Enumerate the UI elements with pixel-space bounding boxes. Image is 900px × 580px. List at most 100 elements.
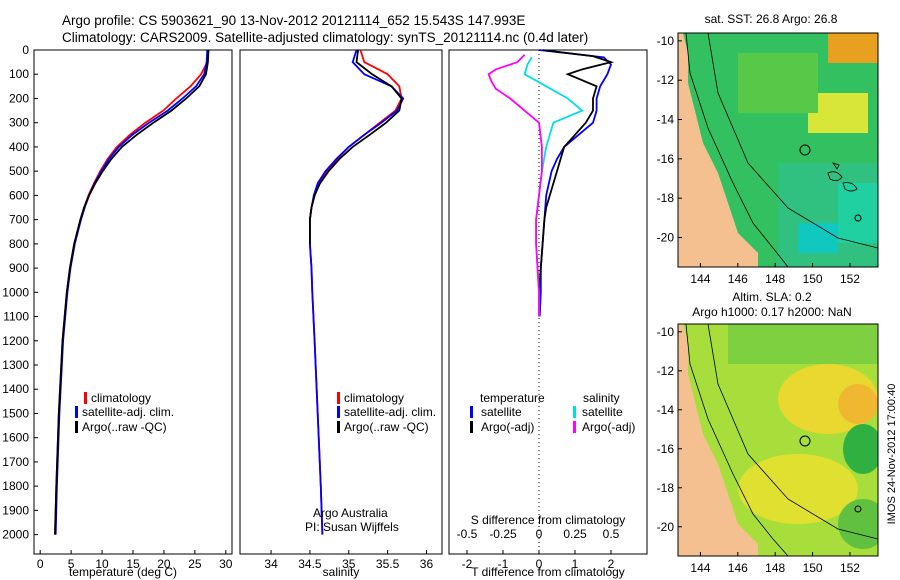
x-tick-label: 10 <box>95 557 109 571</box>
x-tick-label: 36 <box>420 557 434 571</box>
salinity-legend-climatology: climatology <box>344 391 404 405</box>
legend-swatch-climatology <box>337 392 340 404</box>
x-tick-label: 15 <box>126 557 140 571</box>
y-tick-label: 100 <box>9 67 29 81</box>
x2-tick-label: -0.25 <box>489 527 517 541</box>
y-tick-label: 900 <box>9 261 29 275</box>
x-tick-label: 2 <box>608 557 615 571</box>
lat-tick-label: -10 <box>657 325 675 339</box>
annotation-pi: PI: Susan Wijffels <box>305 520 399 534</box>
legend-swatch-t-argo <box>470 421 473 433</box>
legend-t-satellite: satellite <box>481 405 522 419</box>
x2-tick-label: 0.25 <box>563 527 587 541</box>
y-tick-label: 1300 <box>2 358 29 372</box>
x-tick-label: 0 <box>37 557 44 571</box>
lat-tick-label: -16 <box>657 152 675 166</box>
temperature-legend-climatology: climatology <box>91 391 151 405</box>
x2-tick-label: 0.5 <box>603 527 620 541</box>
y-tick-label: 1200 <box>2 334 29 348</box>
y-tick-label: 1900 <box>2 503 29 517</box>
lon-tick-label: 148 <box>765 561 785 575</box>
y-tick-label: 500 <box>9 164 29 178</box>
x-tick-label: 34.5 <box>298 557 322 571</box>
x-tick-label: 5 <box>68 557 75 571</box>
lon-tick-label: 144 <box>690 272 710 286</box>
x-tick-label: 1 <box>572 557 579 571</box>
legend-s-satellite: satellite <box>582 405 623 419</box>
legend-swatch-climatology <box>84 392 87 404</box>
y-tick-label: 1500 <box>2 406 29 420</box>
y-tick-label: 300 <box>9 116 29 130</box>
salinity-legend: climatology satellite-adj. clim. Argo(..… <box>337 391 436 434</box>
y-tick-label: 600 <box>9 188 29 202</box>
x-tick-label: 20 <box>157 557 171 571</box>
annotation-argo-australia: Argo Australia <box>313 506 388 520</box>
x-tick-label: 30 <box>219 557 233 571</box>
lat-tick-label: -20 <box>657 520 675 534</box>
sla-map-image <box>678 324 878 556</box>
lon-tick-label: 146 <box>728 272 748 286</box>
x-tick-label: -1 <box>498 557 509 571</box>
legend-s-argo: Argo(-adj) <box>582 420 635 434</box>
y-tick-label: 200 <box>9 91 29 105</box>
y-tick-label: 1800 <box>2 479 29 493</box>
salinity-legend-argo: Argo(..raw -QC) <box>344 420 429 434</box>
y-tick-label: 800 <box>9 237 29 251</box>
y-tick-label: 1700 <box>2 455 29 469</box>
lat-tick-label: -14 <box>657 403 675 417</box>
salinity-axes <box>239 49 443 555</box>
lon-tick-label: 152 <box>840 561 860 575</box>
y-tick-label: 400 <box>9 140 29 154</box>
legend-title-salinity: salinity <box>583 391 620 405</box>
lat-tick-label: -12 <box>657 73 675 87</box>
lat-tick-label: -18 <box>657 191 675 205</box>
legend-swatch-argo <box>337 421 340 433</box>
sst-map-image <box>678 33 878 267</box>
x-tick-label: 0 <box>536 557 543 571</box>
header-line-1: Argo profile: CS 5903621_90 13-Nov-2012 … <box>62 13 526 28</box>
header-line-2: Climatology: CARS2009. Satellite-adjuste… <box>62 30 589 45</box>
sla-map: Altim. SLA: 0.2 Argo h1000: 0.17 h2000: … <box>657 290 879 575</box>
x-tick-label: 35 <box>342 557 356 571</box>
series-line-argo-raw-qc- <box>54 49 210 535</box>
legend-swatch-t-satellite <box>470 406 473 418</box>
sla-map-title-2: Argo h1000: 0.17 h2000: NaN <box>692 305 851 319</box>
y-tick-label: 2000 <box>2 528 29 542</box>
salinity-xlabel: salinity <box>323 565 360 579</box>
x-tick-label: 25 <box>188 557 202 571</box>
sst-map: sat. SST: 26.8 Argo: 26.8 -10 -12 -14 -16 -1… <box>657 12 879 286</box>
lat-tick-label: -14 <box>657 113 675 127</box>
salinity-panel: 34 34.5 35 35.5 36 salinity climatology sate… <box>239 49 443 579</box>
y-tick-label: 1000 <box>2 285 29 299</box>
y-tick-label: 1100 <box>3 310 29 324</box>
y-tick-label: 0 <box>22 43 29 57</box>
y-tick-label: 1600 <box>2 431 29 445</box>
lat-tick-label: -20 <box>657 231 675 245</box>
legend-swatch-s-satellite <box>573 406 576 418</box>
lat-tick-label: -12 <box>657 364 675 378</box>
y-tick-label: 1400 <box>2 382 29 396</box>
lat-tick-label: -16 <box>657 442 675 456</box>
temperature-legend-satellite: satellite-adj. clim. <box>82 405 174 419</box>
lon-tick-label: 150 <box>803 272 823 286</box>
series-line-argo-raw-qc- <box>308 49 403 244</box>
x-tick-label: 34 <box>264 557 278 571</box>
series-line-t-argo-adj- <box>538 49 615 317</box>
lon-tick-label: 150 <box>803 561 823 575</box>
difference-legend: temperature salinity satellite Argo(-adj… <box>470 391 635 434</box>
x2-tick-label: -0.5 <box>457 527 478 541</box>
series-line-s-argo-adj- <box>487 54 543 317</box>
x-tick-label: -2 <box>462 557 473 571</box>
temperature-legend: climatology satellite-adj. clim. Argo(..… <box>75 391 174 434</box>
salinity-legend-satellite: satellite-adj. clim. <box>344 405 436 419</box>
difference-xlabel-salinity: S difference from climatology <box>471 513 626 527</box>
legend-swatch-argo <box>75 421 78 433</box>
credit-label: IMOS 24-Nov-2012 17:00:40 <box>886 384 898 525</box>
sst-map-title: sat. SST: 26.8 Argo: 26.8 <box>705 12 838 26</box>
temperature-axes <box>33 49 233 555</box>
y-tick-label: 700 <box>9 213 29 227</box>
sla-map-frame <box>677 323 879 557</box>
argo-position-marker <box>799 144 811 156</box>
legend-t-argo: Argo(-adj) <box>481 420 534 434</box>
temperature-panel: 0100200300400500600700800900100011001200… <box>2 43 453 579</box>
